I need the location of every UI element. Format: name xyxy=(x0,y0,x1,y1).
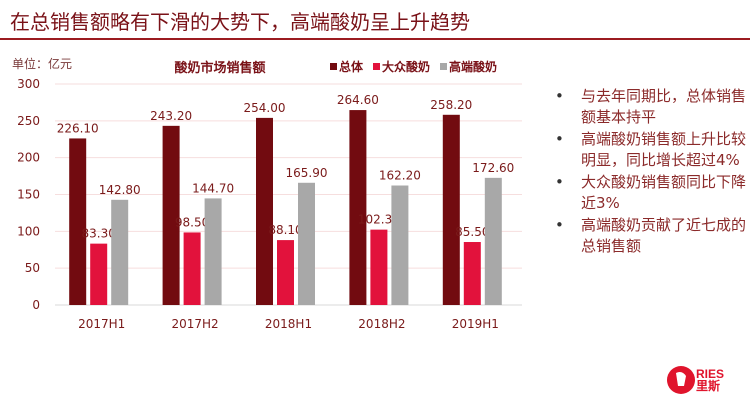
data-label: 254.00 xyxy=(244,101,286,115)
legend-swatch xyxy=(373,63,380,70)
bar-大众酸奶 xyxy=(183,232,201,305)
y-tick-label: 0 xyxy=(32,298,40,312)
data-label: 88.10 xyxy=(268,223,302,237)
legend-swatch xyxy=(440,63,447,70)
bar-chart: 单位：亿元 酸奶市场销售额 总体 大众酸奶 高端酸奶 0 50 100 150 200 250 300… xyxy=(12,56,522,331)
unit-label: 单位：亿元 xyxy=(12,56,72,71)
data-label: 144.70 xyxy=(192,181,234,195)
slide-title: 在总销售额略有下滑的大势下，高端酸奶呈上升趋势 xyxy=(10,10,470,34)
y-tick-label: 300 xyxy=(17,77,40,91)
data-label: 85.50 xyxy=(455,225,489,239)
bar-大众酸奶 xyxy=(90,243,108,305)
data-label: 165.90 xyxy=(286,166,328,180)
logo-en: RIES xyxy=(696,367,725,381)
bar-高端酸奶 xyxy=(298,182,315,305)
logo-head-icon xyxy=(667,366,695,394)
data-label: 258.20 xyxy=(430,98,472,112)
bar-大众酸奶 xyxy=(463,242,481,305)
x-tick-label: 2018H2 xyxy=(358,317,405,331)
bullet-list: 与去年同期比，总体销售额基本持平 高端酸奶销售额上升比较明显，同比增长超过4% … xyxy=(555,86,750,258)
ries-logo: RIES 里斯 xyxy=(666,365,724,395)
legend-label: 总体 xyxy=(339,59,364,74)
data-label: 142.80 xyxy=(99,183,141,197)
y-tick-label: 150 xyxy=(17,188,40,202)
bar-总体 xyxy=(442,114,460,305)
data-label: 226.10 xyxy=(57,121,99,135)
y-tick-label: 200 xyxy=(17,151,40,165)
data-label: 172.60 xyxy=(472,161,514,175)
y-tick-label: 250 xyxy=(17,114,40,128)
legend-swatch xyxy=(330,63,337,70)
logo-cn: 里斯 xyxy=(696,379,721,393)
x-tick-label: 2019H1 xyxy=(452,317,499,331)
bar-大众酸奶 xyxy=(277,240,294,305)
legend-label: 大众酸奶 xyxy=(382,59,430,74)
y-tick-label: 100 xyxy=(17,224,40,238)
bullet-item: 与去年同期比，总体销售额基本持平 xyxy=(555,86,750,128)
data-label: 102.30 xyxy=(358,213,400,227)
chart-title: 酸奶市场销售额 xyxy=(174,60,265,76)
bar-总体 xyxy=(256,117,273,306)
y-tick-label: 50 xyxy=(25,261,40,275)
bar-高端酸奶 xyxy=(204,198,222,305)
data-label: 162.20 xyxy=(379,169,421,183)
x-tick-label: 2017H2 xyxy=(171,317,218,331)
x-tick-label: 2018H1 xyxy=(265,317,312,331)
bar-高端酸奶 xyxy=(484,177,502,305)
bar-总体 xyxy=(349,110,367,305)
bullet-item: 高端酸奶贡献了近七成的总销售额 xyxy=(555,215,750,257)
data-label: 98.50 xyxy=(175,215,209,229)
x-tick-label: 2017H1 xyxy=(78,317,125,331)
data-label: 243.20 xyxy=(150,109,192,123)
bar-总体 xyxy=(69,138,87,305)
bullet-item: 大众酸奶销售额同比下降近3% xyxy=(555,172,750,214)
title-divider xyxy=(0,38,750,40)
data-label: 264.60 xyxy=(337,93,379,107)
bar-高端酸奶 xyxy=(111,199,129,305)
bar-大众酸奶 xyxy=(370,229,388,305)
bar-高端酸奶 xyxy=(391,185,409,305)
data-label: 83.30 xyxy=(82,227,116,241)
bullet-item: 高端酸奶销售额上升比较明显，同比增长超过4% xyxy=(555,129,750,171)
bar-总体 xyxy=(162,125,180,305)
legend-label: 高端酸奶 xyxy=(449,59,497,74)
